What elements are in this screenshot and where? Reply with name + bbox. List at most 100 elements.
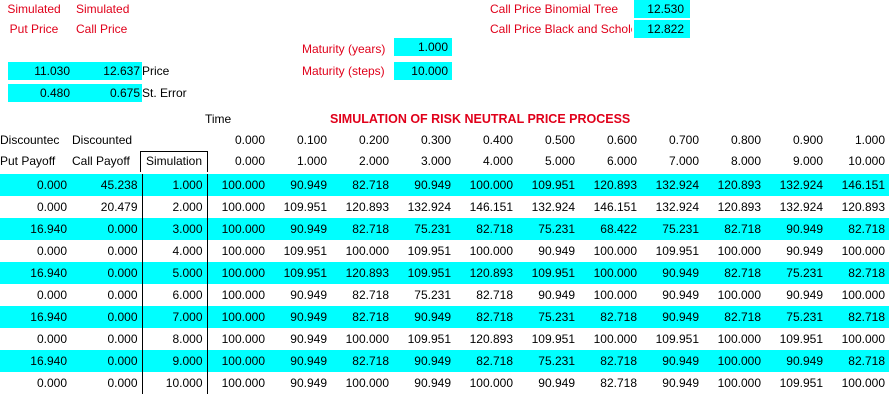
price-path-cell[interactable]: 100.000: [703, 350, 765, 372]
price-path-cell[interactable]: 100.000: [717, 376, 761, 390]
discounted-put-payoff-cell[interactable]: 16.940: [0, 218, 71, 240]
price-path-cell[interactable]: 100.000: [593, 332, 637, 346]
price-path-cell[interactable]: 109.951: [517, 262, 579, 284]
price-path-cell[interactable]: 100.000: [717, 244, 761, 258]
price-path-cell[interactable]: 100.000: [207, 306, 269, 328]
price-path-cell[interactable]: 100.000: [345, 244, 389, 258]
price-path-cell[interactable]: 109.951: [531, 332, 575, 346]
price-path-cell[interactable]: 132.924: [641, 174, 703, 196]
discounted-put-payoff-cell[interactable]: 0.000: [0, 174, 71, 196]
time-value-cell[interactable]: 0.400: [482, 133, 513, 147]
sim-call-price-cell[interactable]: 12.637: [72, 62, 142, 80]
price-path-cell[interactable]: 75.231: [414, 288, 451, 302]
price-path-cell[interactable]: 82.718: [352, 288, 389, 302]
discounted-call-payoff-cell[interactable]: 45.238: [71, 174, 143, 196]
price-path-cell[interactable]: 82.718: [579, 306, 641, 328]
step-value-cell[interactable]: 1.000: [296, 154, 327, 168]
price-path-cell[interactable]: 100.000: [345, 332, 389, 346]
price-path-cell[interactable]: 109.951: [407, 244, 451, 258]
price-path-cell[interactable]: 120.893: [455, 262, 517, 284]
price-path-cell[interactable]: 146.151: [469, 200, 513, 214]
simulation-number-cell[interactable]: 8.000: [142, 328, 208, 350]
discounted-put-payoff-cell[interactable]: 0.000: [36, 376, 67, 390]
simulation-number-cell[interactable]: 5.000: [142, 262, 208, 284]
simulation-number-cell[interactable]: 7.000: [142, 306, 208, 328]
price-path-cell[interactable]: 100.000: [841, 288, 885, 302]
price-path-cell[interactable]: 90.949: [641, 306, 703, 328]
price-path-cell[interactable]: 100.000: [221, 332, 265, 346]
price-path-cell[interactable]: 109.951: [407, 332, 451, 346]
sim-put-price-cell[interactable]: 11.030: [8, 62, 74, 80]
price-path-cell[interactable]: 82.718: [455, 306, 517, 328]
price-path-cell[interactable]: 90.949: [269, 306, 331, 328]
price-path-cell[interactable]: 90.949: [641, 262, 703, 284]
step-value-cell[interactable]: 0.000: [234, 154, 265, 168]
price-path-cell[interactable]: 82.718: [579, 350, 641, 372]
price-path-cell[interactable]: 75.231: [393, 218, 455, 240]
price-path-cell[interactable]: 90.949: [786, 244, 823, 258]
price-path-cell[interactable]: 75.231: [517, 350, 579, 372]
price-path-cell[interactable]: 100.000: [221, 200, 265, 214]
discounted-put-payoff-cell[interactable]: 16.940: [0, 306, 71, 328]
simulation-number-cell[interactable]: 4.000: [142, 240, 208, 262]
time-value-cell[interactable]: 0.700: [668, 133, 699, 147]
price-path-cell[interactable]: 90.949: [786, 288, 823, 302]
price-path-cell[interactable]: 100.000: [593, 288, 637, 302]
price-path-cell[interactable]: 109.951: [393, 262, 455, 284]
price-path-cell[interactable]: 82.718: [703, 218, 765, 240]
price-path-cell[interactable]: 82.718: [827, 218, 889, 240]
price-path-cell[interactable]: 120.893: [717, 200, 761, 214]
discounted-call-payoff-cell[interactable]: 0.000: [71, 306, 143, 328]
price-path-cell[interactable]: 82.718: [600, 376, 637, 390]
price-path-cell[interactable]: 100.000: [717, 288, 761, 302]
price-path-cell[interactable]: 109.951: [517, 174, 579, 196]
discounted-call-payoff-cell[interactable]: 0.000: [71, 284, 143, 306]
price-path-cell[interactable]: 90.949: [269, 218, 331, 240]
discounted-put-payoff-cell[interactable]: 0.000: [36, 200, 67, 214]
step-value-cell[interactable]: 3.000: [420, 154, 451, 168]
price-path-cell[interactable]: 100.000: [207, 350, 269, 372]
simulation-number-cell[interactable]: 6.000: [142, 284, 208, 306]
price-path-cell[interactable]: 146.151: [827, 174, 889, 196]
price-path-cell[interactable]: 109.951: [779, 332, 823, 346]
price-path-cell[interactable]: 82.718: [455, 218, 517, 240]
discounted-put-payoff-cell[interactable]: 0.000: [36, 244, 67, 258]
price-path-cell[interactable]: 100.000: [207, 218, 269, 240]
price-path-cell[interactable]: 82.718: [703, 262, 765, 284]
price-path-cell[interactable]: 100.000: [579, 262, 641, 284]
price-path-cell[interactable]: 100.000: [841, 244, 885, 258]
price-path-cell[interactable]: 100.000: [221, 244, 265, 258]
price-path-cell[interactable]: 90.949: [290, 376, 327, 390]
price-path-cell[interactable]: 100.000: [207, 262, 269, 284]
price-path-cell[interactable]: 100.000: [469, 376, 513, 390]
price-path-cell[interactable]: 90.949: [269, 174, 331, 196]
price-path-cell[interactable]: 90.949: [393, 174, 455, 196]
binomial-price-cell[interactable]: 12.530: [634, 0, 690, 18]
step-value-cell[interactable]: 5.000: [544, 154, 575, 168]
price-path-cell[interactable]: 109.951: [655, 332, 699, 346]
time-value-cell[interactable]: 0.100: [296, 133, 327, 147]
discounted-put-payoff-cell[interactable]: 0.000: [36, 288, 67, 302]
price-path-cell[interactable]: 82.718: [331, 218, 393, 240]
price-path-cell[interactable]: 120.893: [345, 200, 389, 214]
price-path-cell[interactable]: 90.949: [393, 350, 455, 372]
price-path-cell[interactable]: 100.000: [455, 174, 517, 196]
price-path-cell[interactable]: 120.893: [703, 174, 765, 196]
price-path-cell[interactable]: 75.231: [765, 306, 827, 328]
price-path-cell[interactable]: 90.949: [765, 218, 827, 240]
price-path-cell[interactable]: 82.718: [827, 350, 889, 372]
price-path-cell[interactable]: 90.949: [290, 332, 327, 346]
price-path-cell[interactable]: 82.718: [331, 350, 393, 372]
price-path-cell[interactable]: 132.924: [765, 174, 827, 196]
price-path-cell[interactable]: 82.718: [476, 288, 513, 302]
discounted-call-payoff-cell[interactable]: 0.000: [71, 372, 143, 394]
price-path-cell[interactable]: 75.231: [641, 218, 703, 240]
price-path-cell[interactable]: 82.718: [827, 306, 889, 328]
price-path-cell[interactable]: 109.951: [779, 376, 823, 390]
maturity-years-cell[interactable]: 1.000: [394, 38, 452, 56]
price-path-cell[interactable]: 120.893: [841, 200, 885, 214]
step-value-cell[interactable]: 9.000: [792, 154, 823, 168]
discounted-call-payoff-cell[interactable]: 0.000: [71, 218, 143, 240]
price-path-cell[interactable]: 146.151: [593, 200, 637, 214]
price-path-cell[interactable]: 90.949: [765, 350, 827, 372]
